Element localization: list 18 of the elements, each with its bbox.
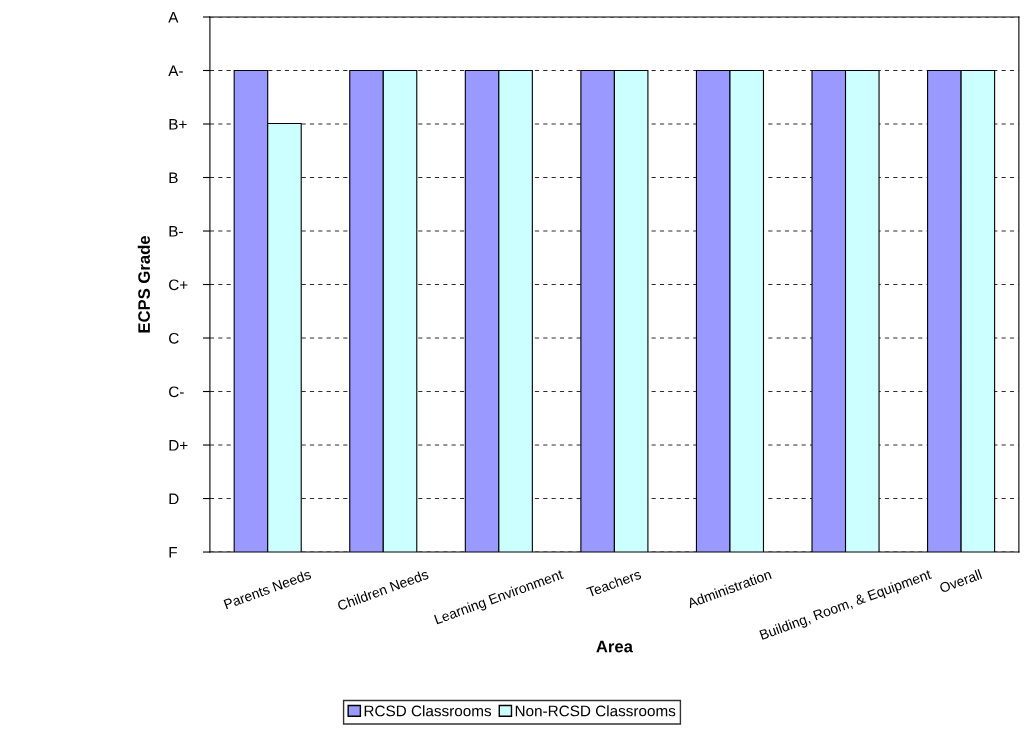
legend-label: RCSD Classrooms bbox=[364, 705, 492, 717]
x-axis-title: Area bbox=[596, 640, 634, 653]
y-axis-title: ECPS Grade bbox=[137, 235, 150, 333]
text: C+ bbox=[169, 279, 188, 291]
text: F bbox=[169, 547, 177, 558]
text: A bbox=[168, 12, 179, 23]
text: B- bbox=[169, 226, 183, 237]
x-tick-label: Parents Needs bbox=[223, 568, 312, 610]
x-tick-label: Children Needs bbox=[336, 568, 430, 611]
text: B bbox=[169, 172, 178, 184]
text: B+ bbox=[169, 119, 187, 130]
text: C- bbox=[169, 386, 184, 398]
legend-label: Non-RCSD Classrooms bbox=[515, 705, 676, 717]
text: A- bbox=[168, 65, 183, 77]
text: D+ bbox=[169, 440, 188, 451]
x-tick-label: Overall bbox=[938, 569, 983, 594]
text: C bbox=[169, 332, 179, 344]
text: D bbox=[169, 493, 179, 505]
